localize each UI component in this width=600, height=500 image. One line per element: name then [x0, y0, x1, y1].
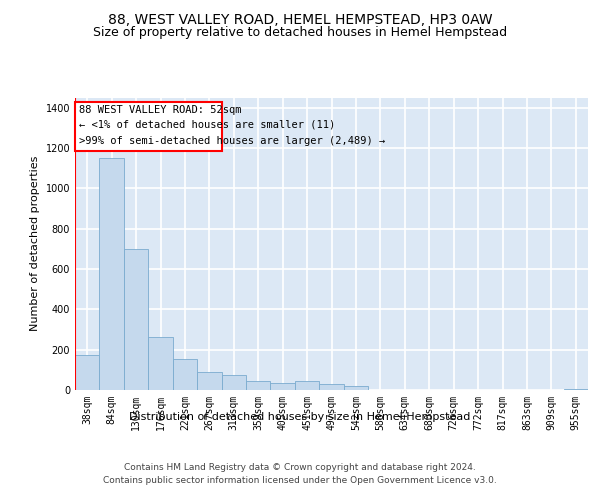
Bar — [173, 358, 197, 390]
Bar — [75, 354, 100, 390]
Bar — [563, 389, 588, 390]
Text: Distribution of detached houses by size in Hemel Hempstead: Distribution of detached houses by size … — [130, 412, 470, 422]
Bar — [148, 336, 173, 390]
FancyBboxPatch shape — [76, 102, 222, 151]
Bar — [197, 372, 221, 390]
Bar — [100, 158, 124, 390]
Bar — [221, 375, 246, 390]
Bar — [124, 249, 148, 390]
Bar — [271, 383, 295, 390]
Text: 88 WEST VALLEY ROAD: 52sqm: 88 WEST VALLEY ROAD: 52sqm — [79, 104, 242, 115]
Bar — [319, 384, 344, 390]
Text: Contains HM Land Registry data © Crown copyright and database right 2024.: Contains HM Land Registry data © Crown c… — [124, 462, 476, 471]
Y-axis label: Number of detached properties: Number of detached properties — [30, 156, 40, 332]
Bar — [295, 380, 319, 390]
Text: >99% of semi-detached houses are larger (2,489) →: >99% of semi-detached houses are larger … — [79, 136, 385, 146]
Text: ← <1% of detached houses are smaller (11): ← <1% of detached houses are smaller (11… — [79, 120, 335, 130]
Bar — [344, 386, 368, 390]
Bar — [246, 381, 271, 390]
Text: Size of property relative to detached houses in Hemel Hempstead: Size of property relative to detached ho… — [93, 26, 507, 39]
Text: 88, WEST VALLEY ROAD, HEMEL HEMPSTEAD, HP3 0AW: 88, WEST VALLEY ROAD, HEMEL HEMPSTEAD, H… — [107, 12, 493, 26]
Text: Contains public sector information licensed under the Open Government Licence v3: Contains public sector information licen… — [103, 476, 497, 485]
